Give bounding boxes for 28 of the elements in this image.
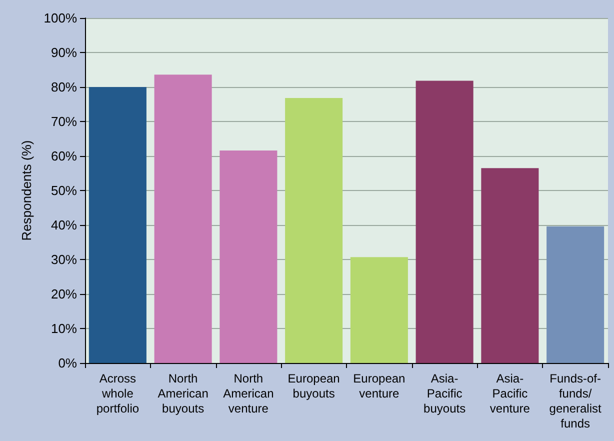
x-tick-label: North American venture	[223, 372, 274, 416]
bar	[88, 87, 146, 363]
bar	[350, 257, 408, 363]
x-tick-label: North American buyouts	[158, 372, 208, 416]
y-tick-label: 20%	[50, 286, 78, 302]
bar	[285, 98, 343, 363]
x-tick-label: Asia-Pacific venture	[490, 372, 530, 416]
x-tick-label: Across whole portfolio	[96, 372, 140, 416]
x-tick-label: Funds-of-funds/ generalist funds	[549, 372, 602, 430]
bar	[154, 74, 212, 363]
bar	[416, 80, 474, 363]
bar	[220, 150, 278, 363]
y-tick-label: 70%	[50, 114, 78, 129]
y-tick-label: 100%	[44, 10, 78, 26]
y-tick-label: 80%	[50, 80, 78, 94]
y-tick-label: 40%	[50, 218, 78, 232]
x-tick-label: Asia-Pacific buyouts	[424, 372, 466, 416]
y-tick-label: 30%	[50, 252, 78, 267]
x-tick-label: European buyouts	[288, 372, 340, 400]
y-tick-label: 50%	[50, 183, 78, 198]
y-tick-label: 60%	[50, 148, 78, 164]
y-axis-title: Respondents (%)	[18, 140, 34, 241]
y-tick-label: 0%	[58, 356, 78, 370]
bar	[546, 226, 604, 363]
y-tick-label: 90%	[50, 45, 78, 60]
y-tick-label: 10%	[50, 321, 78, 336]
x-tick-label: European venture	[353, 372, 406, 400]
bar	[481, 168, 539, 363]
